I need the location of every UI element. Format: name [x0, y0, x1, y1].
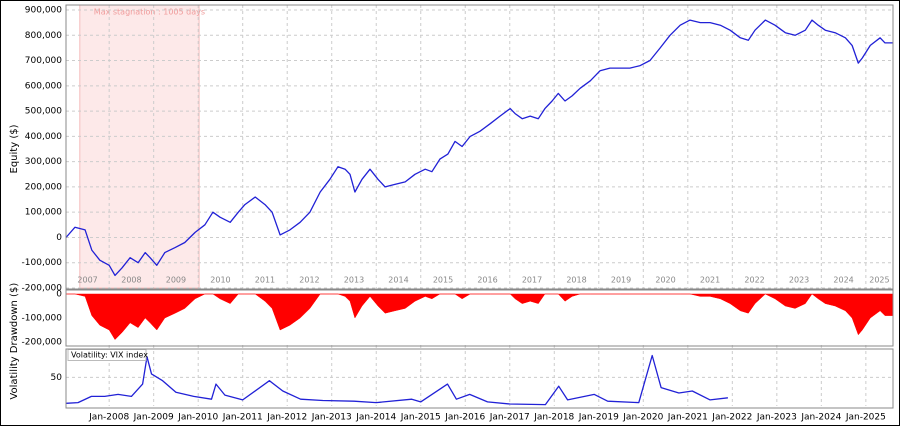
x-tick-label: Jan-2010 [177, 413, 218, 423]
drawdown-frame [65, 289, 894, 347]
x-tick-label: Jan-2016 [444, 413, 485, 423]
y-tick-label: 600,000 [25, 81, 62, 91]
x-tick-label: 2019 [611, 276, 631, 285]
y-tick-label: 300,000 [25, 157, 62, 167]
equity-frame [65, 4, 894, 290]
x-tick-label: Jan-2014 [355, 413, 396, 423]
x-tick-label: 2018 [566, 276, 586, 285]
series-line [65, 19, 893, 277]
plots: Equity ($) Max stagnation : 1005 days -200… [9, 4, 894, 423]
x-tick-label: 2023 [789, 276, 809, 285]
y-axis-label: Drawdown ($) [9, 283, 20, 354]
y-tick-label: 800,000 [25, 31, 62, 41]
chart-title: Volatility: VIX index [71, 351, 148, 360]
y-tick-label: 200,000 [25, 182, 62, 192]
y-tick-label: 50 [51, 373, 63, 383]
x-tick-label: Jan-2023 [756, 413, 797, 423]
x-tick-label: 2010 [210, 276, 230, 285]
y-tick-label: 400,000 [25, 132, 62, 142]
x-tick-label: 2014 [388, 276, 408, 285]
x-tick-label: Jan-2018 [533, 413, 574, 423]
x-tick-label: 2011 [255, 276, 275, 285]
x-tick-label: 2015 [433, 276, 453, 285]
y-tick-label: 100,000 [25, 208, 62, 218]
x-tick-label: Jan-2025 [845, 413, 886, 423]
x-tick-label: Jan-2021 [667, 413, 708, 423]
x-tick-label: 2017 [522, 276, 542, 285]
x-tick-label: Jan-2013 [311, 413, 352, 423]
x-tick-label: 2020 [655, 276, 675, 285]
x-tick-label: Jan-2011 [222, 413, 263, 423]
x-tick-label: 2012 [299, 276, 319, 285]
x-tick-label: Jan-2009 [133, 413, 174, 423]
y-tick-label: -100,000 [22, 314, 63, 324]
y-tick-label: -200,000 [22, 338, 63, 348]
x-tick-label: Jan-2008 [88, 413, 129, 423]
stagnation-region [79, 4, 200, 289]
series-line [65, 354, 728, 406]
annotation: Max stagnation : 1005 days [94, 8, 205, 17]
x-tick-label: 2007 [77, 276, 97, 285]
y-tick-label: -100,000 [22, 258, 63, 268]
x-tick-label: Jan-2015 [400, 413, 441, 423]
y-tick-label: 0 [56, 233, 62, 243]
y-tick-label: 0 [56, 290, 62, 300]
x-tick-label: 2009 [166, 276, 186, 285]
x-tick-label: Jan-2020 [622, 413, 663, 423]
x-tick-label: Jan-2024 [800, 413, 841, 423]
y-tick-label: 900,000 [25, 6, 62, 16]
y-tick-label: -200,000 [22, 284, 63, 294]
x-tick-label: Jan-2017 [489, 413, 530, 423]
drawdown-area [66, 293, 894, 341]
x-tick-label: Jan-2022 [711, 413, 752, 423]
x-tick-label: Jan-2012 [266, 413, 307, 423]
x-tick-label: 2016 [477, 276, 497, 285]
y-axis-label: Volatility [9, 356, 20, 399]
x-tick-label: 2008 [121, 276, 141, 285]
y-tick-label: 700,000 [25, 56, 62, 66]
x-tick-label: 2013 [344, 276, 364, 285]
x-tick-label: 2021 [700, 276, 720, 285]
x-tick-label: 2025 [869, 276, 889, 285]
x-tick-label: 2022 [744, 276, 764, 285]
y-tick-label: 500,000 [25, 107, 62, 117]
x-tick-label: Jan-2019 [578, 413, 619, 423]
volatility-frame [65, 348, 894, 409]
x-tick-label: 2024 [833, 276, 853, 285]
y-axis-label: Equity ($) [9, 124, 20, 173]
